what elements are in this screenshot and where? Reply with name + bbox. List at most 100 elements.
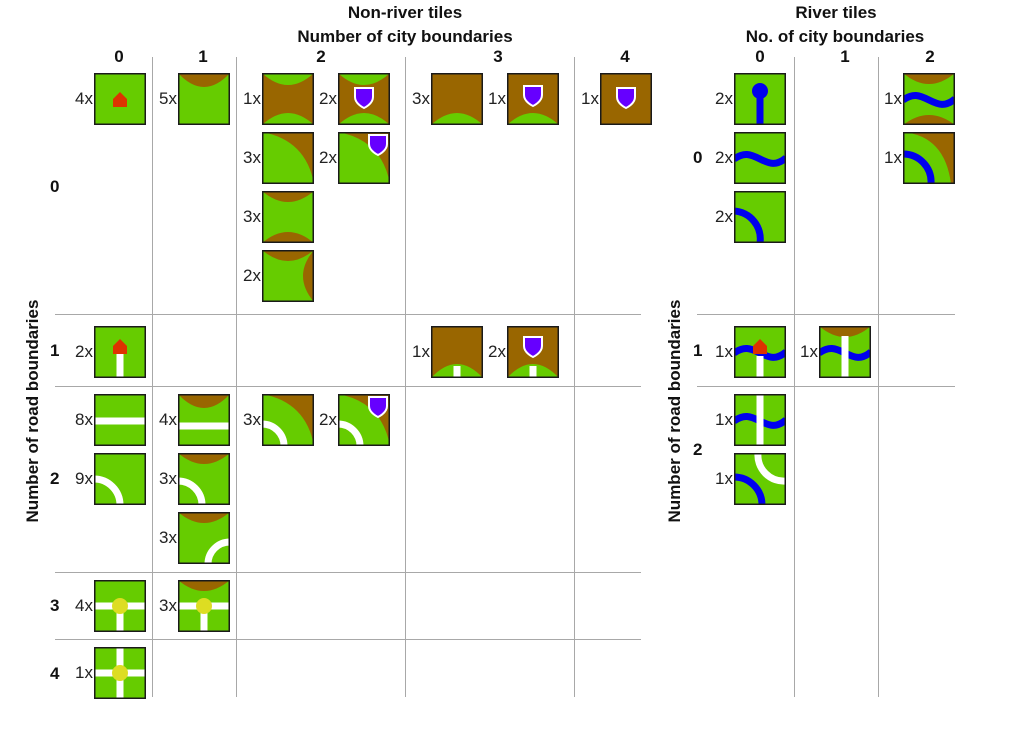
non-river-row-label-2: 2 (50, 469, 60, 488)
grid-line (697, 386, 955, 387)
non-river-col-label-0: 0 (114, 47, 124, 66)
non-river-tile-city-three-road-shield (507, 326, 559, 378)
river-tile-river-road-bridge (734, 394, 786, 446)
non-river-tile-city-cap-road-curve-right (178, 512, 230, 564)
non-river-tile-road-crossroads (94, 647, 146, 699)
river-tile-river-monastery-road (734, 326, 786, 378)
non-river-col-label-4: 4 (620, 47, 630, 66)
non-river-tile-count: 1x (243, 89, 261, 108)
non-river-tile-count: 4x (75, 89, 93, 108)
river-row-label-2: 2 (693, 440, 703, 459)
non-river-tile-count: 4x (75, 596, 93, 615)
non-river-tile-city-caps-opposite (262, 191, 314, 243)
non-river-tile-count: 2x (243, 266, 261, 285)
non-river-title: Non-river tiles (347, 3, 463, 22)
river-tile-count: 2x (715, 148, 733, 167)
non-river-tile-count: 2x (319, 89, 337, 108)
non-river-tile-count: 3x (243, 207, 261, 226)
non-river-row-label-1: 1 (50, 341, 60, 360)
river-tile-river-source (734, 73, 786, 125)
river-tile-river-curve-road-curve (734, 453, 786, 505)
non-river-tile-city-four-shield (600, 73, 652, 125)
non-river-subtitle: Number of city boundaries (297, 27, 513, 46)
non-river-tile-city-band (262, 73, 314, 125)
non-river-row-label-0: 0 (50, 177, 60, 196)
grid-line (55, 572, 641, 573)
non-river-tile-city-band-shield (338, 73, 390, 125)
grid-line (697, 314, 955, 315)
non-river-tile-city-cap-road-curve-left (178, 453, 230, 505)
non-river-tile-city-three (431, 73, 483, 125)
grid-line (236, 57, 237, 697)
non-river-tile-city-corner-road-curve-shield (338, 394, 390, 446)
river-tile-count: 2x (715, 207, 733, 226)
grid-line (55, 314, 641, 315)
non-river-tile-monastery-road (94, 326, 146, 378)
non-river-tile-city-cap-top (178, 73, 230, 125)
non-river-tile-road-straight (94, 394, 146, 446)
non-river-tile-monastery (94, 73, 146, 125)
non-river-col-label-2: 2 (316, 47, 326, 66)
non-river-tile-count: 3x (243, 410, 261, 429)
non-river-tile-road-curve (94, 453, 146, 505)
river-tile-count: 1x (800, 342, 818, 361)
non-river-tile-count: 5x (159, 89, 177, 108)
river-tile-river-city-band (903, 73, 955, 125)
non-river-col-label-3: 3 (493, 47, 503, 66)
non-river-tile-city-cap-road-t-junction (178, 580, 230, 632)
non-river-tile-count: 9x (75, 469, 93, 488)
river-col-label-2: 2 (925, 47, 935, 66)
grid-line (152, 57, 153, 697)
non-river-tile-city-corner (262, 132, 314, 184)
grid-line (55, 639, 641, 640)
non-river-tile-count: 8x (75, 410, 93, 429)
non-river-tile-road-t-junction (94, 580, 146, 632)
non-river-tile-count: 1x (75, 663, 93, 682)
river-tile-river-city-corner (903, 132, 955, 184)
non-river-col-label-1: 1 (198, 47, 208, 66)
non-river-tile-count: 2x (319, 410, 337, 429)
river-tile-count: 1x (884, 89, 902, 108)
river-tile-river-city-cap-road (819, 326, 871, 378)
non-river-tile-city-corner-road-curve (262, 394, 314, 446)
river-tile-river-straight (734, 132, 786, 184)
non-river-tile-city-three-road (431, 326, 483, 378)
river-tile-count: 1x (715, 469, 733, 488)
river-row-label-1: 1 (693, 341, 703, 360)
non-river-tile-count: 1x (488, 89, 506, 108)
non-river-tile-count: 1x (412, 342, 430, 361)
non-river-tile-count: 3x (159, 469, 177, 488)
non-river-tile-city-three-shield (507, 73, 559, 125)
non-river-tile-count: 3x (159, 528, 177, 547)
non-river-tile-count: 2x (319, 148, 337, 167)
grid-line (878, 57, 879, 697)
river-title: River tiles (795, 3, 877, 22)
non-river-row-label-4: 4 (50, 664, 60, 683)
grid-line (405, 57, 406, 697)
grid-line (574, 57, 575, 697)
river-col-label-1: 1 (840, 47, 850, 66)
non-river-tile-count: 4x (159, 410, 177, 429)
non-river-tile-count: 2x (488, 342, 506, 361)
non-river-tile-count: 1x (581, 89, 599, 108)
river-subtitle: No. of city boundaries (745, 27, 925, 46)
river-tile-count: 1x (715, 342, 733, 361)
non-river-tile-city-caps-adjacent (262, 250, 314, 302)
river-tile-count: 1x (884, 148, 902, 167)
river-row-label-0: 0 (693, 148, 703, 167)
non-river-tile-city-cap-road-straight (178, 394, 230, 446)
non-river-tile-count: 3x (243, 148, 261, 167)
non-river-row-label-3: 3 (50, 596, 60, 615)
river-tile-count: 1x (715, 410, 733, 429)
non-river-tile-count: 2x (75, 342, 93, 361)
non-river-tile-count: 3x (412, 89, 430, 108)
non-river-tile-city-corner-shield (338, 132, 390, 184)
river-tile-count: 2x (715, 89, 733, 108)
grid-line (794, 57, 795, 697)
river-tile-river-curve (734, 191, 786, 243)
river-y-axis-label: Number of road boundaries (665, 299, 684, 523)
non-river-y-axis-label: Number of road boundaries (23, 299, 42, 523)
river-col-label-0: 0 (755, 47, 765, 66)
grid-line (55, 386, 641, 387)
non-river-tile-count: 3x (159, 596, 177, 615)
